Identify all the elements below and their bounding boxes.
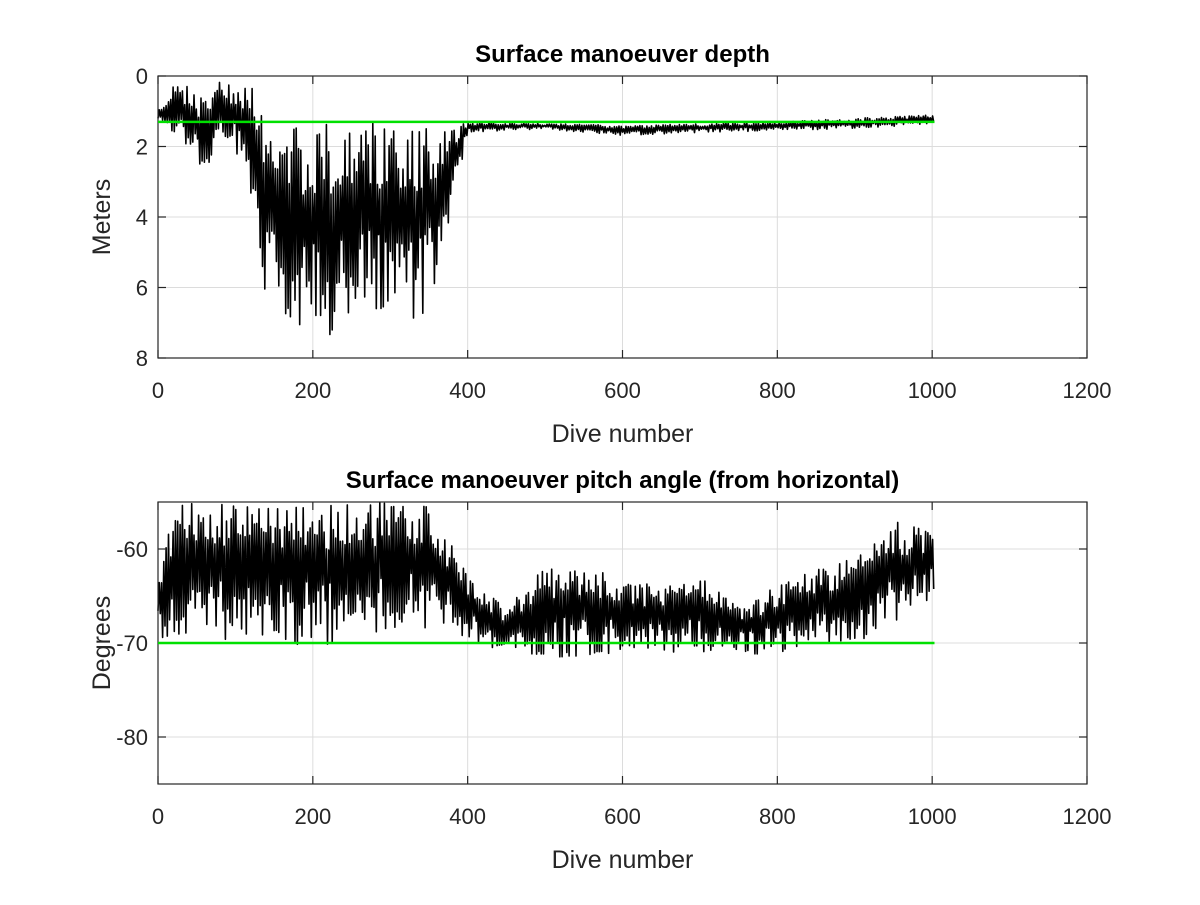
depth-x-tick-label: 1200 (1063, 378, 1112, 403)
pitch-y-tick-label: -70 (116, 631, 148, 656)
depth-y-tick-label: 2 (136, 135, 148, 160)
pitch-y-tick-label: -80 (116, 725, 148, 750)
depth-x-tick-label: 0 (152, 378, 164, 403)
pitch-x-tick-label: 800 (759, 804, 796, 829)
pitch-axes: 0 200 400 600 800 1000 1200 -60 -70 -80 Surface m… (88, 467, 1111, 874)
depth-x-tick-label: 800 (759, 378, 796, 403)
depth-axes: 0 200 400 600 800 1000 1200 0 2 4 6 8 Surface manoe… (88, 41, 1111, 448)
depth-x-tick-label: 200 (294, 378, 331, 403)
depth-y-tick-label: 4 (136, 205, 148, 230)
depth-y-axis-label: Meters (88, 179, 116, 255)
depth-chart-title: Surface manoeuver depth (475, 41, 770, 68)
pitch-data-series-line (157, 501, 935, 658)
pitch-x-tick-label: 1000 (908, 804, 957, 829)
pitch-y-axis-label: Degrees (88, 596, 116, 691)
depth-x-tick-label: 400 (449, 378, 486, 403)
depth-y-tick-label: 8 (136, 346, 148, 371)
pitch-x-tick-label: 1200 (1063, 804, 1112, 829)
pitch-x-tick-label: 600 (604, 804, 641, 829)
depth-x-tick-label: 600 (604, 378, 641, 403)
depth-x-axis-label: Dive number (552, 420, 694, 448)
pitch-x-tick-label: 200 (294, 804, 331, 829)
depth-data-series-line (157, 81, 935, 336)
pitch-x-tick-label: 0 (152, 804, 164, 829)
pitch-x-tick-label: 400 (449, 804, 486, 829)
pitch-x-axis-label: Dive number (552, 846, 694, 874)
depth-y-tick-label: 6 (136, 276, 148, 301)
depth-y-tick-label: 0 (136, 64, 148, 89)
pitch-chart-title: Surface manoeuver pitch angle (from hori… (346, 467, 899, 494)
pitch-y-tick-label: -60 (116, 537, 148, 562)
depth-x-tick-label: 1000 (908, 378, 957, 403)
